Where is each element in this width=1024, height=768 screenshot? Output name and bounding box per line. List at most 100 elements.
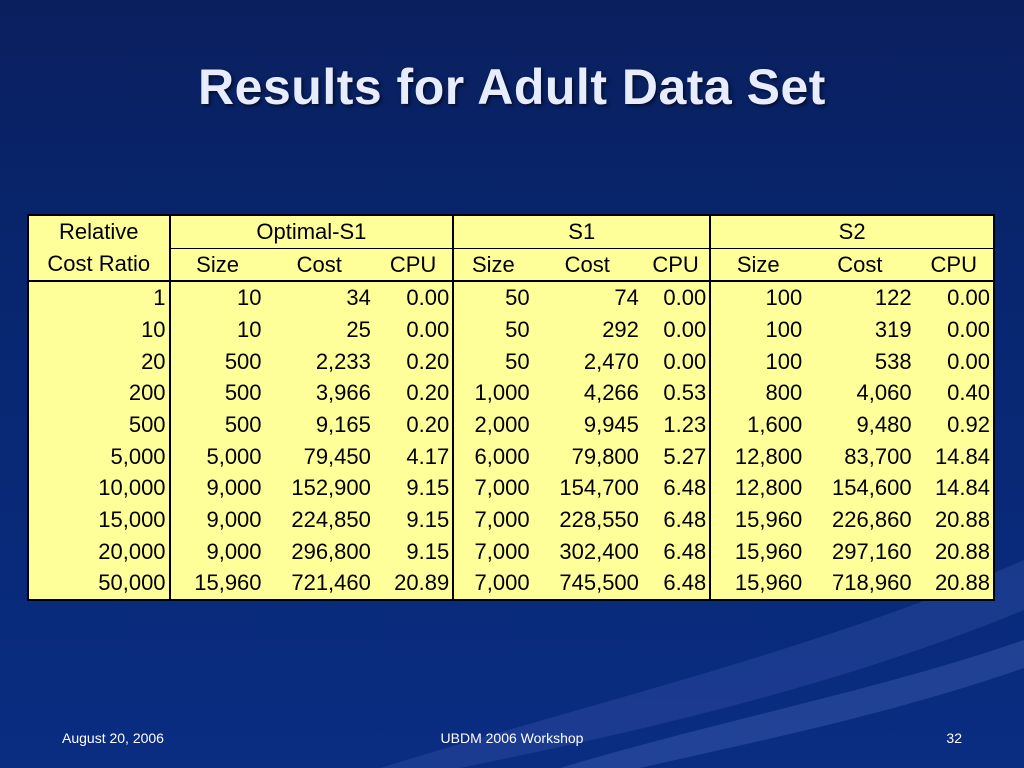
table-cell: 79,800	[571, 443, 639, 469]
header-s1: S1	[452, 215, 711, 249]
header-cpu: CPU	[641, 248, 711, 283]
table-row: 20,000 9,000 296,800 9.15 7,000 302,400 6.48 15…	[28, 535, 994, 568]
table-cell: 0.00	[663, 285, 707, 311]
header-cpu: CPU	[914, 248, 994, 283]
table-cell: 9.15	[406, 538, 450, 564]
table-cell: 14.84	[934, 475, 990, 501]
table-cell: 0.00	[406, 285, 450, 311]
table-cell: 1	[153, 285, 166, 311]
table-cell: 5,000	[168, 440, 265, 473]
table-cell: 10	[141, 316, 166, 342]
table-cell: 9.15	[406, 475, 450, 501]
table-cell: 20.88	[934, 507, 990, 533]
table-cell: 302,400	[559, 538, 639, 564]
table-cell: 100	[709, 345, 806, 378]
table-cell: 0.00	[947, 348, 990, 374]
table-cell: 2,000	[452, 409, 533, 441]
table-cell: 152,900	[291, 475, 371, 501]
table-cell: 538	[874, 348, 912, 374]
table-cell: 34	[346, 285, 371, 311]
header-optimal-s1: Optimal-S1	[168, 215, 454, 249]
header-cost: Cost	[805, 248, 915, 283]
table-cell: 1,000	[452, 377, 533, 410]
header-size: Size	[168, 248, 265, 283]
table-cell: 6.48	[663, 475, 707, 501]
table-cell: 15,960	[709, 567, 806, 601]
table-cell: 0.00	[406, 316, 450, 342]
table-cell: 14.84	[934, 443, 990, 469]
table-cell: 9,480	[856, 411, 912, 437]
table-cell: 0.00	[947, 316, 990, 342]
table-cell: 6.48	[663, 538, 707, 564]
table-cell: 0.20	[406, 380, 450, 406]
table-cell: 9,165	[315, 411, 371, 437]
table-cell: 500	[168, 409, 265, 441]
table-row: 10,000 9,000 152,900 9.15 7,000 154,700 6.48 12…	[28, 472, 994, 505]
table-row: 10 10 25 0.00 50 292 0.00 100 319 0.00	[28, 314, 994, 346]
table-cell: 7,000	[452, 535, 533, 568]
table-cell: 15,960	[168, 567, 265, 601]
table-cell: 9,945	[583, 411, 639, 437]
table-cell: 319	[874, 316, 912, 342]
table-cell: 15,960	[709, 504, 806, 536]
header-cost: Cost	[532, 248, 642, 283]
header-size: Size	[452, 248, 533, 283]
table-cell: 50	[452, 281, 533, 315]
table-cell: 5.27	[663, 443, 707, 469]
table-cell: 1,600	[709, 409, 806, 441]
table-cell: 7,000	[452, 567, 533, 601]
table-cell: 0.40	[947, 380, 990, 406]
table-cell: 100	[709, 281, 806, 315]
table-sub-header-row: Cost Ratio Size Cost CPU Size Cost CPU S…	[28, 248, 994, 283]
table-cell: 745,500	[559, 570, 639, 596]
table-cell: 15,000	[98, 507, 166, 533]
table-cell: 0.20	[406, 411, 450, 437]
table-body: 1 10 34 0.00 50 74 0.00 100 122 0.00 10 10 25 0.00 50 2…	[28, 281, 994, 601]
header-size: Size	[709, 248, 806, 283]
table-cell: 12,800	[709, 440, 806, 473]
table-cell: 721,460	[291, 570, 371, 596]
table-cell: 6,000	[452, 440, 533, 473]
table-cell: 2,470	[583, 348, 639, 374]
table-cell: 718,960	[832, 570, 912, 596]
table-cell: 12,800	[709, 472, 806, 505]
table-row: 20 500 2,233 0.20 50 2,470 0.00 100 538 0.00	[28, 345, 994, 378]
table-cell: 10	[168, 314, 265, 346]
table-cell: 224,850	[291, 507, 371, 533]
table-cell: 0.53	[663, 380, 707, 406]
table-cell: 20	[141, 348, 166, 374]
table-row: 1 10 34 0.00 50 74 0.00 100 122 0.00	[28, 281, 994, 315]
table-cell: 500	[168, 377, 265, 410]
table-cell: 50	[452, 345, 533, 378]
table-cell: 10,000	[98, 475, 166, 501]
table-cell: 83,700	[844, 443, 912, 469]
table-cell: 100	[709, 314, 806, 346]
table-row: 5,000 5,000 79,450 4.17 6,000 79,800 5.27 12,80…	[28, 440, 994, 473]
header-cpu: CPU	[373, 248, 454, 283]
table-row: 50,000 15,960 721,460 20.89 7,000 745,500 6.48…	[28, 567, 994, 601]
table-cell: 4,060	[856, 380, 912, 406]
table-cell: 20.88	[934, 570, 990, 596]
table-cell: 7,000	[452, 504, 533, 536]
table-row: 15,000 9,000 224,850 9.15 7,000 228,550 6.48 15…	[28, 504, 994, 536]
header-s2: S2	[709, 215, 994, 249]
table-cell: 20.88	[934, 538, 990, 564]
table-row: 500 500 9,165 0.20 2,000 9,945 1.23 1,600 9,480 0…	[28, 409, 994, 441]
table-cell: 0.92	[947, 411, 990, 437]
table-cell: 50,000	[98, 570, 166, 596]
table-cell: 0.00	[947, 285, 990, 311]
table-cell: 15,960	[709, 535, 806, 568]
table-cell: 154,600	[832, 475, 912, 501]
table-cell: 500	[168, 345, 265, 378]
header-cost-ratio: Cost Ratio	[28, 248, 170, 283]
header-cost: Cost	[264, 248, 374, 283]
table-cell: 226,860	[832, 507, 912, 533]
table-cell: 1.23	[663, 411, 707, 437]
table-cell: 10	[168, 281, 265, 315]
table-cell: 800	[709, 377, 806, 410]
footer-date: August 20, 2006	[62, 730, 164, 746]
table-row: 200 500 3,966 0.20 1,000 4,266 0.53 800 4,060 0.4…	[28, 377, 994, 410]
table-cell: 228,550	[559, 507, 639, 533]
table-cell: 9,000	[168, 504, 265, 536]
table-cell: 200	[128, 380, 166, 406]
